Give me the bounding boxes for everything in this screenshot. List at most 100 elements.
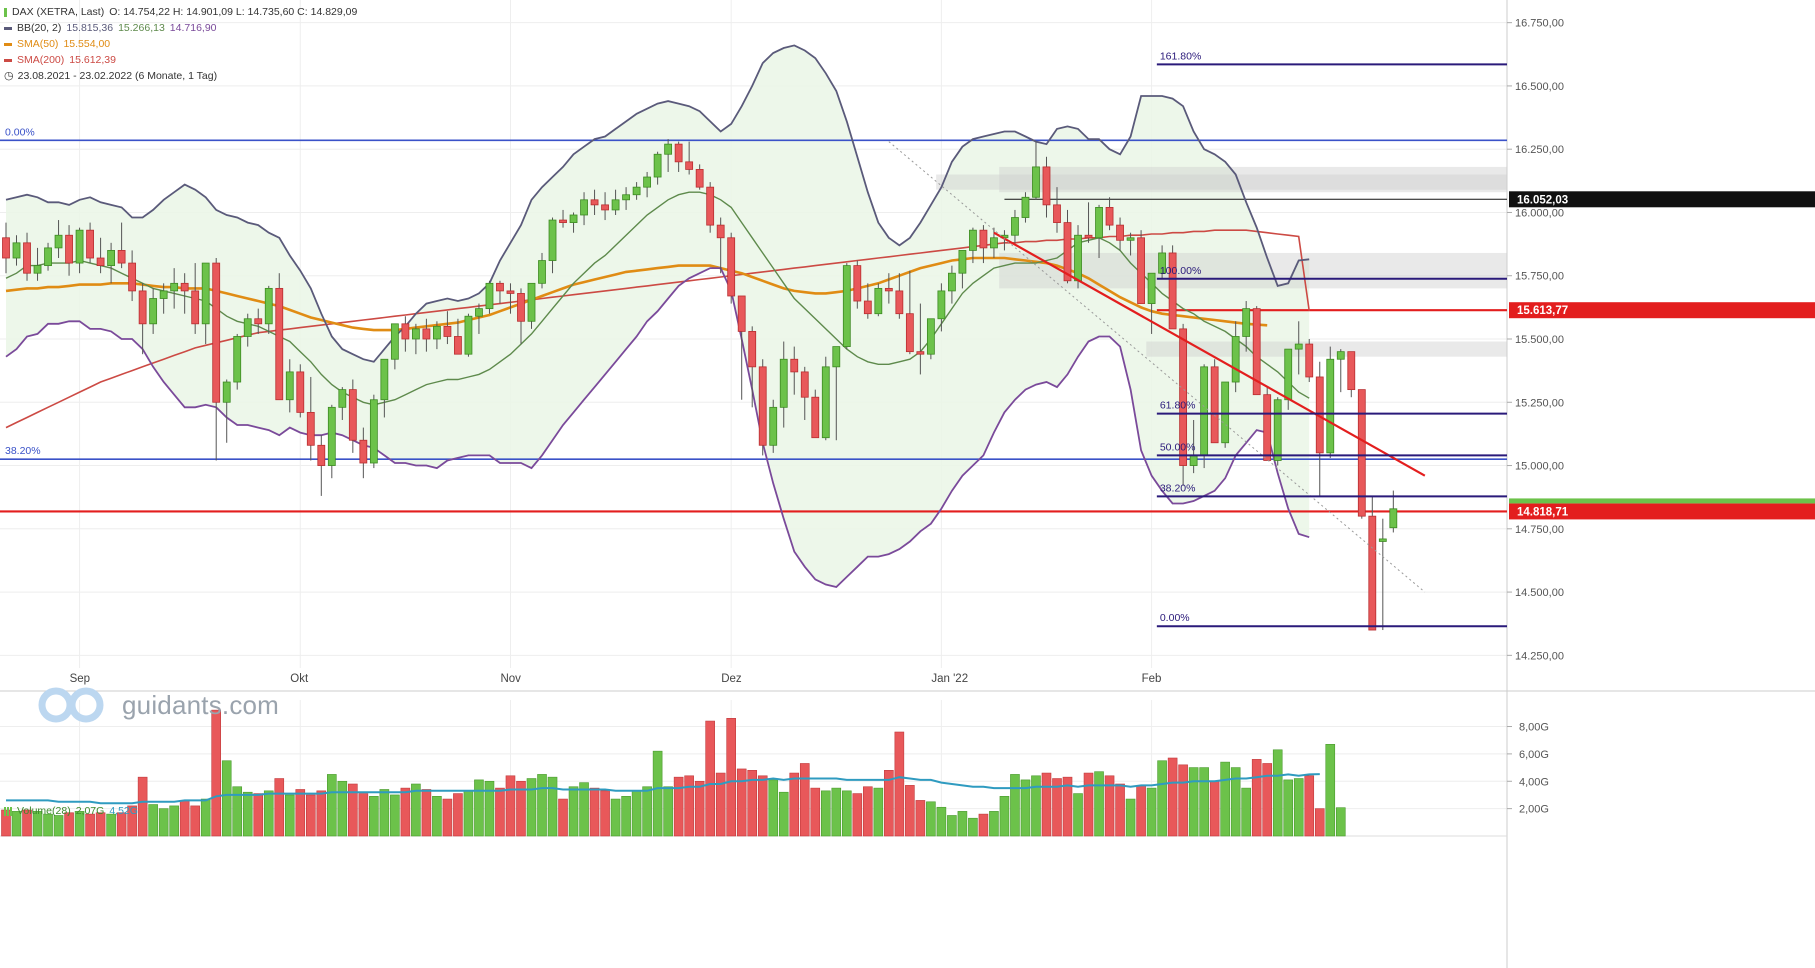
- candle[interactable]: [706, 186, 715, 226]
- candle[interactable]: [1084, 234, 1093, 239]
- candle[interactable]: [496, 282, 504, 292]
- candle[interactable]: [1116, 224, 1124, 241]
- trendline-resistance[interactable]: [993, 231, 1426, 477]
- candle[interactable]: [243, 318, 252, 337]
- candle[interactable]: [1063, 222, 1072, 282]
- candle[interactable]: [369, 399, 378, 464]
- candle[interactable]: [1200, 366, 1209, 456]
- candle[interactable]: [1221, 381, 1230, 444]
- candle[interactable]: [990, 237, 998, 249]
- candle[interactable]: [464, 315, 473, 355]
- candle[interactable]: [969, 229, 977, 251]
- candle[interactable]: [475, 308, 483, 317]
- candle[interactable]: [1042, 166, 1051, 206]
- candle[interactable]: [1011, 217, 1019, 236]
- candle[interactable]: [527, 282, 536, 322]
- candle[interactable]: [149, 298, 158, 325]
- candle[interactable]: [1168, 252, 1177, 330]
- candle[interactable]: [401, 323, 410, 340]
- candle[interactable]: [275, 287, 284, 401]
- candle[interactable]: [758, 366, 767, 446]
- candle[interactable]: [348, 389, 357, 441]
- candle[interactable]: [800, 371, 809, 398]
- candle[interactable]: [1147, 272, 1156, 304]
- candle[interactable]: [433, 325, 441, 340]
- candle[interactable]: [1368, 515, 1377, 631]
- candle[interactable]: [559, 219, 567, 223]
- candle[interactable]: [33, 265, 42, 274]
- trendlines[interactable]: [888, 141, 1426, 593]
- candle[interactable]: [317, 444, 326, 466]
- candle[interactable]: [842, 265, 851, 347]
- candle[interactable]: [948, 272, 956, 292]
- candle[interactable]: [327, 406, 336, 466]
- candle[interactable]: [716, 224, 725, 239]
- candle[interactable]: [1231, 336, 1240, 383]
- candle[interactable]: [107, 250, 115, 267]
- candle[interactable]: [1137, 237, 1145, 304]
- candle[interactable]: [233, 336, 242, 383]
- candle[interactable]: [170, 282, 179, 292]
- candle[interactable]: [926, 318, 935, 355]
- candle[interactable]: [159, 290, 168, 299]
- candle[interactable]: [359, 439, 368, 464]
- candle[interactable]: [622, 194, 630, 201]
- candle[interactable]: [65, 234, 73, 264]
- candle[interactable]: [737, 295, 746, 332]
- candle[interactable]: [1336, 351, 1345, 360]
- candle[interactable]: [222, 381, 231, 403]
- candle[interactable]: [821, 366, 830, 439]
- candle[interactable]: [212, 262, 221, 403]
- candle[interactable]: [1326, 358, 1335, 454]
- candles[interactable]: [2, 139, 1398, 631]
- candle[interactable]: [727, 237, 736, 297]
- candle[interactable]: [779, 358, 788, 408]
- candle[interactable]: [569, 214, 578, 223]
- candle[interactable]: [1378, 538, 1387, 542]
- candle[interactable]: [1273, 399, 1282, 461]
- candle[interactable]: [485, 282, 494, 310]
- candle[interactable]: [853, 265, 862, 302]
- candle[interactable]: [1347, 351, 1356, 391]
- trendline-dotted[interactable]: [888, 141, 1426, 593]
- candle[interactable]: [1242, 308, 1251, 337]
- candle[interactable]: [191, 290, 200, 325]
- candle[interactable]: [517, 293, 525, 322]
- candle[interactable]: [1032, 166, 1040, 198]
- candle[interactable]: [2, 237, 10, 259]
- candle[interactable]: [1126, 237, 1135, 241]
- candle[interactable]: [54, 234, 63, 249]
- candle[interactable]: [685, 161, 694, 170]
- candle[interactable]: [937, 290, 946, 320]
- candle[interactable]: [296, 371, 305, 413]
- candle[interactable]: [422, 328, 431, 340]
- candle[interactable]: [769, 406, 778, 446]
- candle[interactable]: [1179, 328, 1188, 466]
- candle[interactable]: [1263, 394, 1272, 461]
- candle[interactable]: [254, 318, 263, 325]
- candle[interactable]: [1095, 206, 1103, 239]
- candle[interactable]: [86, 229, 94, 259]
- candle[interactable]: [138, 290, 147, 325]
- candle[interactable]: [601, 204, 609, 211]
- candle[interactable]: [264, 287, 273, 325]
- candle[interactable]: [1158, 252, 1166, 274]
- candle[interactable]: [117, 250, 126, 264]
- candle[interactable]: [1284, 348, 1293, 401]
- candle[interactable]: [695, 169, 704, 188]
- candle[interactable]: [790, 358, 799, 373]
- candle[interactable]: [338, 389, 347, 408]
- candle[interactable]: [390, 323, 399, 360]
- candle[interactable]: [1105, 206, 1114, 226]
- candle[interactable]: [674, 143, 683, 163]
- candle[interactable]: [12, 242, 21, 259]
- candle[interactable]: [180, 282, 189, 292]
- candle[interactable]: [201, 262, 210, 325]
- candle[interactable]: [811, 396, 820, 439]
- candle[interactable]: [128, 262, 137, 292]
- candle[interactable]: [643, 176, 652, 188]
- candle[interactable]: [44, 247, 52, 267]
- candle[interactable]: [548, 219, 557, 261]
- candle[interactable]: [506, 290, 515, 294]
